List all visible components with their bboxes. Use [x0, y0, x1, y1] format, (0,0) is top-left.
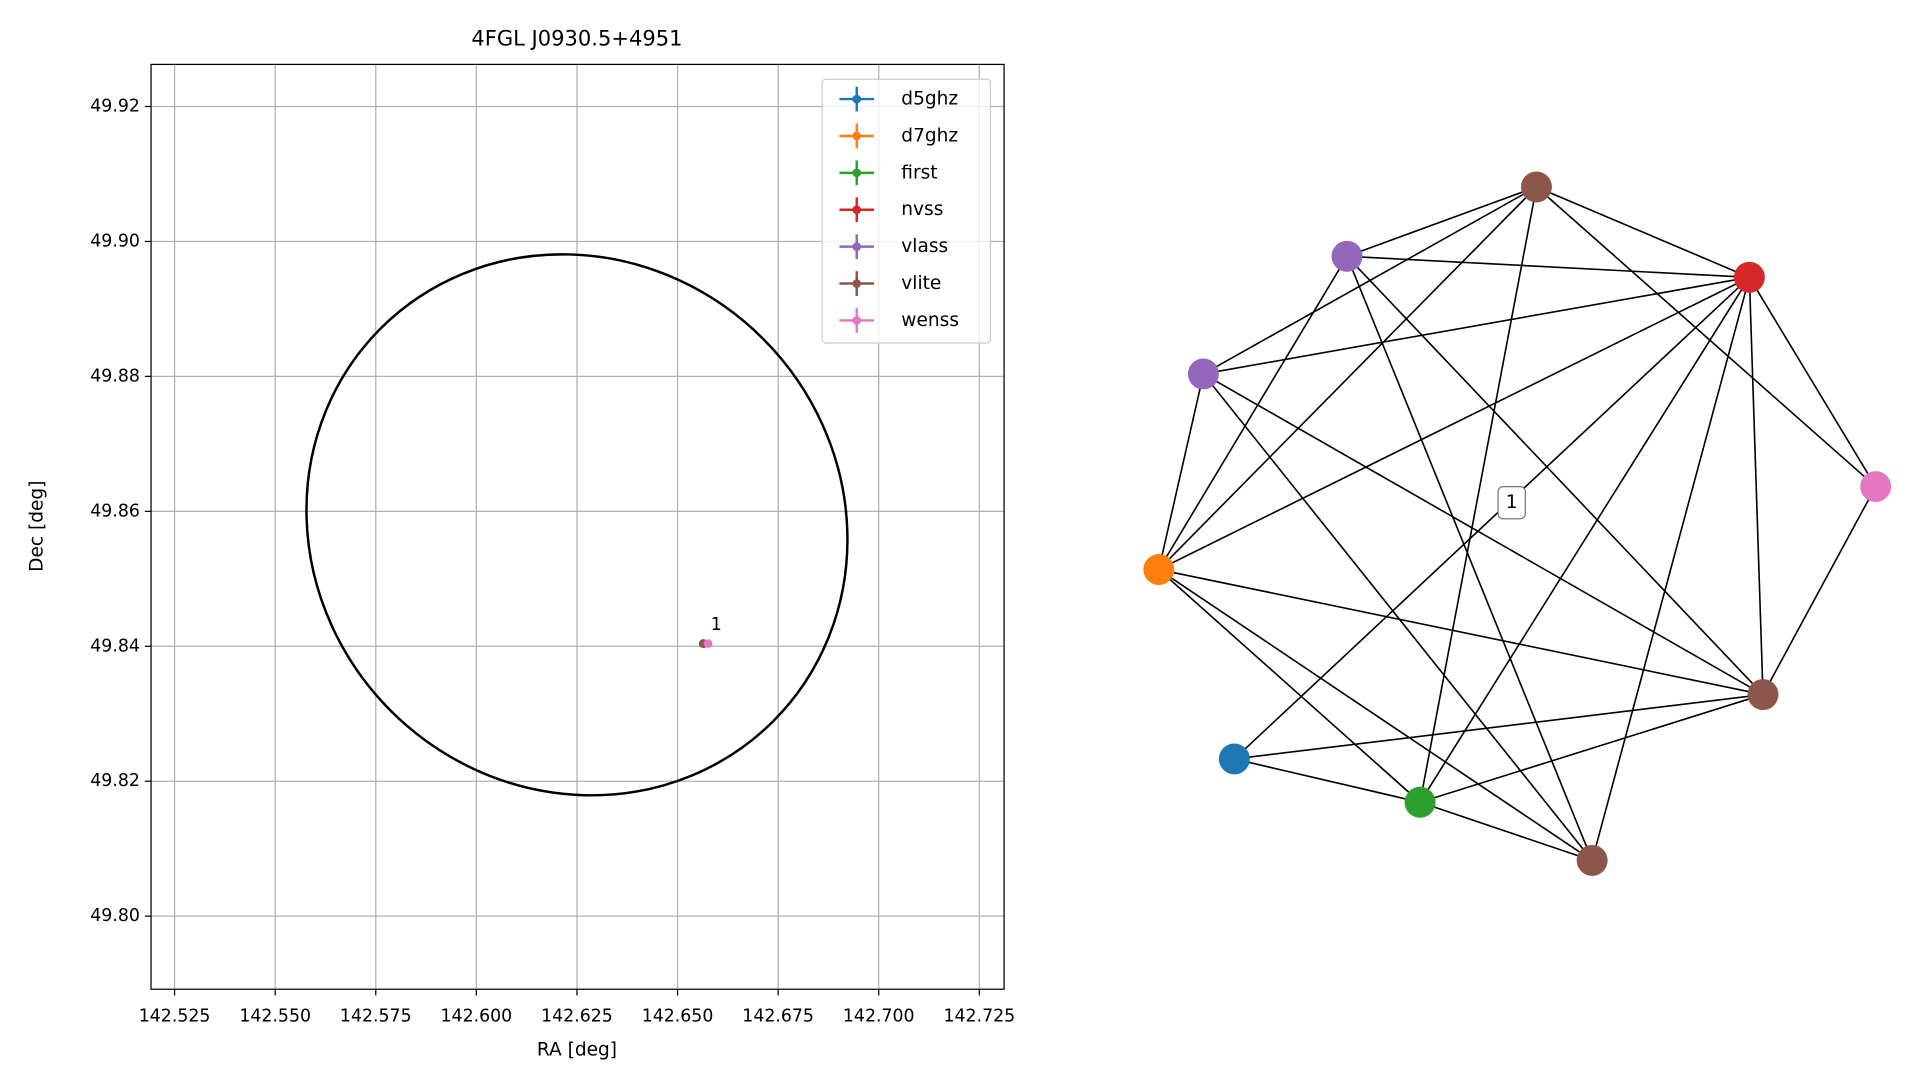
- x-tick-label: 142.575: [340, 1006, 412, 1026]
- label-box: [1497, 485, 1526, 520]
- y-tick-label: 49.90: [90, 231, 140, 251]
- legend-label: first: [901, 162, 937, 183]
- y-tick-label: 49.92: [90, 96, 140, 116]
- x-axis-label: RA [deg]: [537, 1039, 617, 1060]
- legend-label: nvss: [901, 199, 943, 220]
- legend-label: vlite: [901, 273, 941, 294]
- edge: [1419, 801, 1593, 862]
- legend-label: d7ghz: [901, 125, 958, 146]
- x-tick-label: 142.525: [139, 1006, 211, 1026]
- x-tick-label: 142.725: [943, 1006, 1015, 1026]
- y-tick-label: 49.86: [90, 501, 140, 521]
- edge: [1158, 186, 1538, 571]
- edge: [1158, 568, 1421, 803]
- edge: [1748, 276, 1877, 487]
- legend-swatch: [852, 316, 862, 325]
- annotation: 1: [711, 615, 722, 635]
- edge: [1591, 277, 1751, 861]
- y-tick-label: 49.84: [90, 636, 140, 656]
- legend-swatch: [852, 168, 862, 178]
- edge: [1535, 186, 1877, 488]
- edge: [1158, 373, 1205, 570]
- node: [1733, 261, 1765, 293]
- edge: [1234, 693, 1764, 760]
- legend-label: wenss: [901, 310, 959, 331]
- error-ellipse: [305, 253, 849, 797]
- legend-swatch: [852, 131, 862, 141]
- edge: [1158, 255, 1348, 570]
- legend-swatch: [852, 279, 862, 288]
- edge: [1158, 568, 1593, 862]
- y-tick-label: 49.82: [90, 771, 140, 791]
- chart-title: 4FGL J0930.5+4951: [471, 26, 682, 51]
- node: [1576, 844, 1608, 876]
- x-tick-label: 142.600: [441, 1006, 513, 1026]
- edge: [1419, 693, 1764, 804]
- edge: [1762, 486, 1877, 695]
- edge: [1158, 276, 1750, 571]
- edge: [1748, 277, 1764, 695]
- edge: [1234, 758, 1421, 804]
- y-tick-label: 49.88: [90, 366, 140, 386]
- node-label: 1: [1506, 492, 1518, 513]
- y-axis-label: Dec [deg]: [27, 481, 48, 572]
- node: [1143, 554, 1175, 586]
- legend-swatch: [852, 242, 862, 251]
- legend-box: [821, 78, 992, 344]
- x-tick-label: 142.550: [239, 1006, 311, 1026]
- node: [1187, 358, 1219, 390]
- edge: [1203, 276, 1750, 375]
- node: [1404, 786, 1436, 818]
- edge: [1346, 255, 1593, 861]
- legend-swatch: [852, 205, 862, 215]
- x-tick-label: 142.650: [642, 1006, 714, 1026]
- legend-swatch: [852, 94, 862, 104]
- edge: [1158, 568, 1764, 696]
- x-tick-label: 142.675: [742, 1006, 814, 1026]
- x-tick-label: 142.625: [541, 1006, 613, 1026]
- edge: [1202, 373, 1593, 861]
- edge: [1346, 255, 1750, 279]
- legend-label: vlass: [901, 236, 948, 257]
- edge: [1536, 186, 1750, 279]
- node: [1860, 471, 1892, 503]
- edge: [1202, 373, 1764, 696]
- plot-frame: [150, 63, 1005, 990]
- edge: [1346, 186, 1537, 258]
- edge: [1419, 186, 1538, 803]
- point: [703, 639, 713, 648]
- y-tick-label: 49.80: [90, 906, 140, 926]
- node: [1331, 240, 1363, 272]
- x-tick-label: 142.700: [843, 1006, 915, 1026]
- edge: [1346, 255, 1764, 696]
- node: [1520, 171, 1552, 203]
- legend-label: d5ghz: [901, 89, 958, 110]
- node: [1747, 679, 1779, 711]
- node: [1218, 743, 1250, 775]
